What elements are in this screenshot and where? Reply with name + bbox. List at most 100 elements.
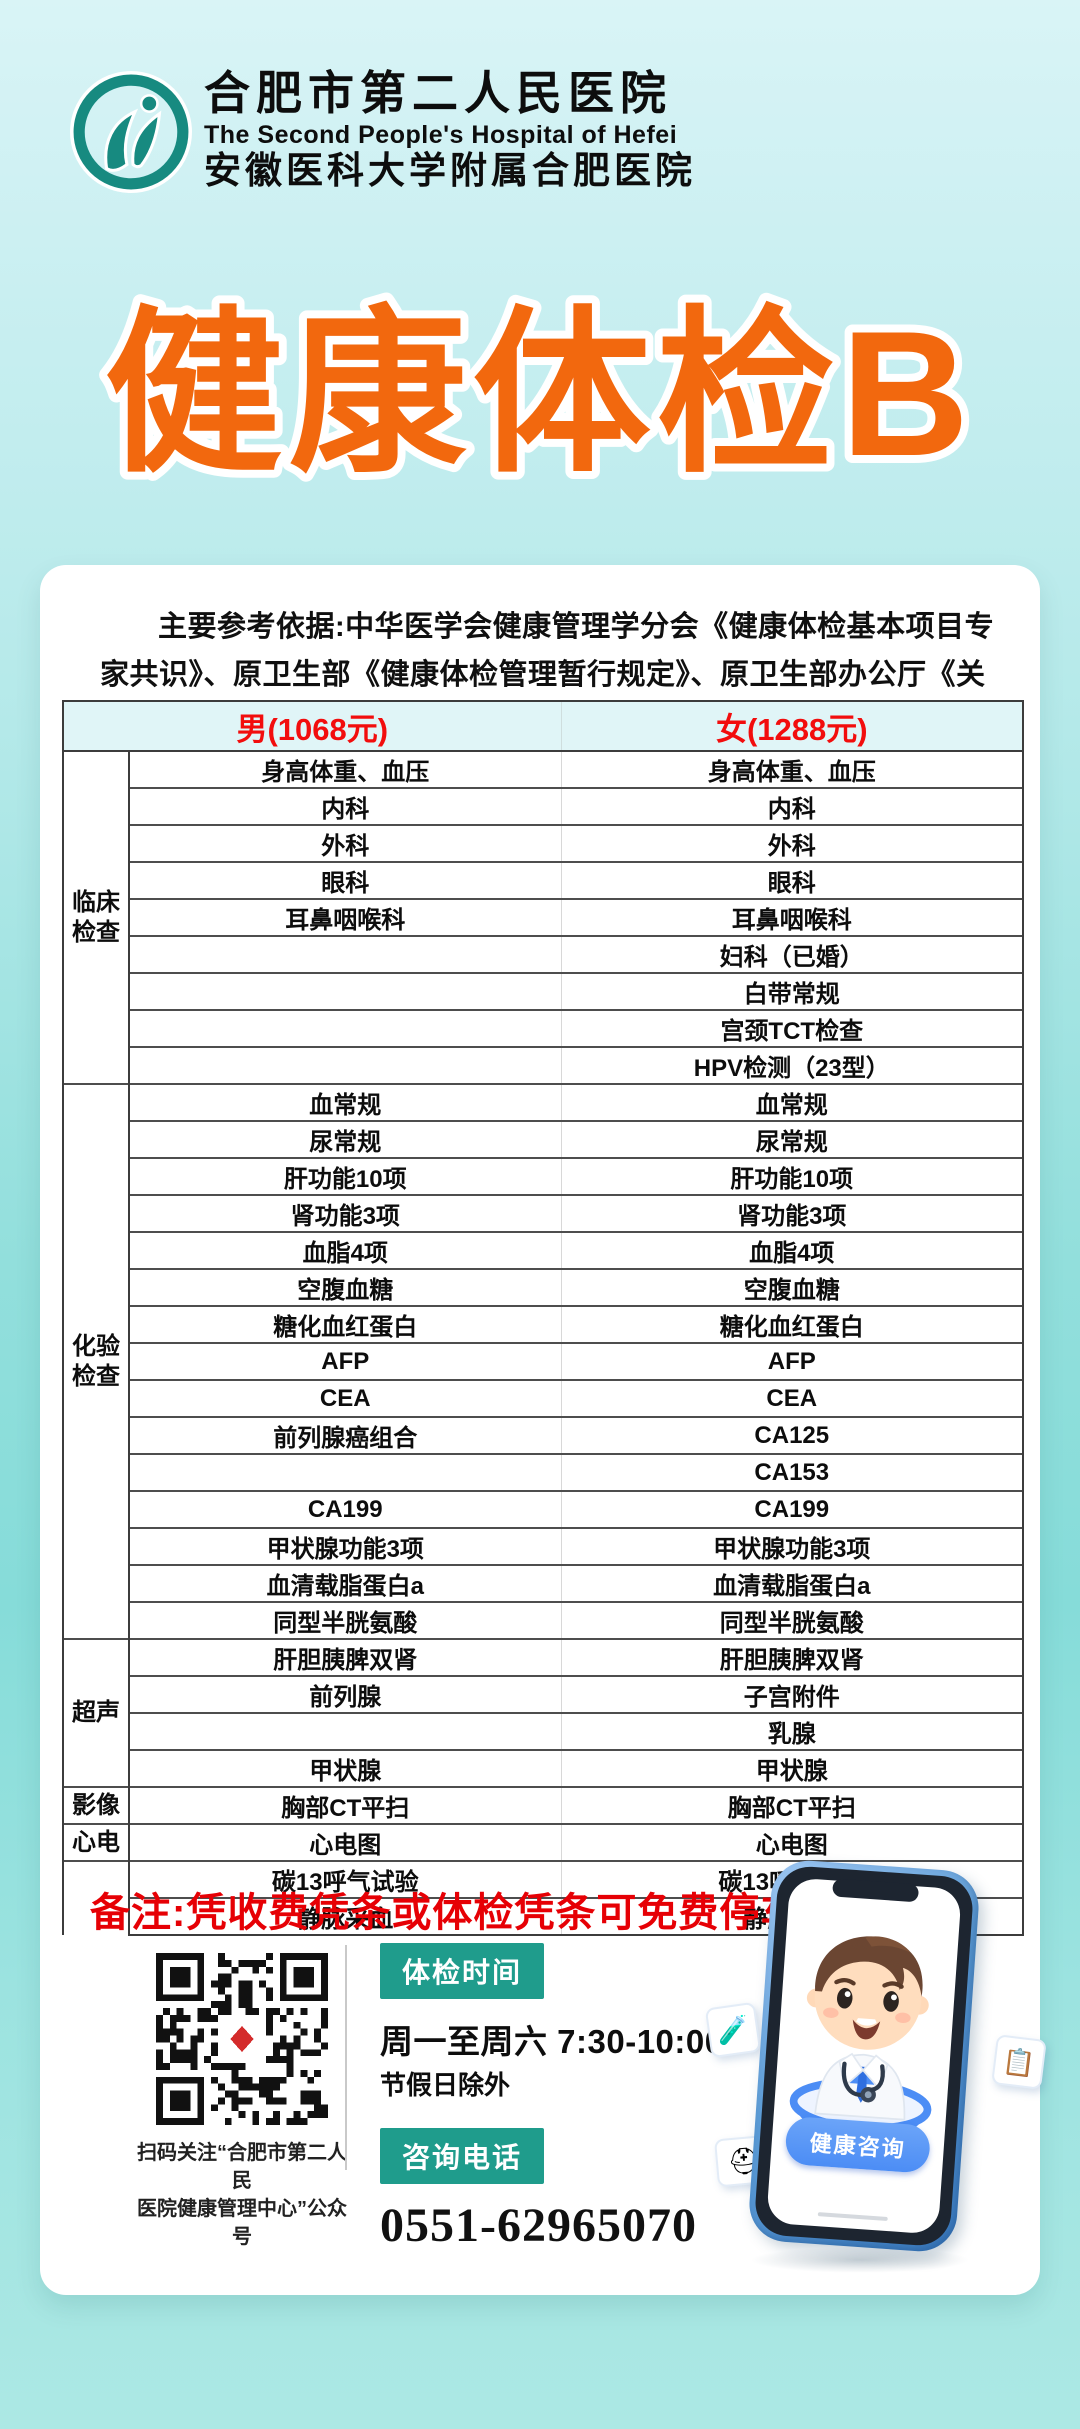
table-row: AFP AFP (63, 1342, 1025, 1380)
table-header-row: 男(1068元) 女(1288元) (61, 700, 1025, 752)
table-row: 眼科 眼科 (63, 861, 1025, 899)
category-cell: 化验检查 (62, 1083, 130, 1639)
phone-bezel: 健康咨询 (753, 1864, 975, 2248)
qr-block: 扫码关注“合肥市第二人民 医院健康管理中心”公众号 (132, 1953, 352, 2251)
table-row: 糖化血红蛋白 糖化血红蛋白 (63, 1305, 1025, 1343)
exam-cell-male: 内科 (127, 787, 562, 825)
exam-cell-female: CA153 (561, 1453, 1025, 1491)
table-row: CA153 (63, 1453, 1025, 1491)
exam-cell-male: 肝胆胰脾双肾 (127, 1638, 562, 1676)
exam-cell-female: 眼科 (561, 861, 1025, 899)
hospital-header: 合肥市第二人民医院 The Second People's Hospital o… (70, 70, 696, 194)
exam-cell-male (127, 972, 562, 1010)
exam-cell-male: 甲状腺 (127, 1749, 562, 1787)
exam-cell-female: CA125 (561, 1416, 1025, 1454)
hospital-logo-icon (70, 71, 192, 193)
exam-cell-female: 肝功能10项 (561, 1157, 1025, 1195)
home-indicator (817, 2212, 888, 2222)
exam-cell-male: 血常规 (127, 1083, 562, 1121)
exam-cell-male: 眼科 (127, 861, 562, 899)
exam-table: 男(1068元) 女(1288元) 临床检查 身高体重、血压 身高体重、血压 内科 内科… (61, 700, 1025, 1936)
table-row: 血脂4项 血脂4项 (63, 1231, 1025, 1269)
exam-cell-female: 肾功能3项 (561, 1194, 1025, 1232)
hospital-name-en: The Second People's Hospital of Hefei (204, 121, 678, 149)
exam-cell-male: 肝功能10项 (127, 1157, 562, 1195)
schedule-badge: 体检时间 (380, 1943, 545, 1999)
exam-cell-male: 同型半胱氨酸 (127, 1601, 562, 1639)
table-row: 同型半胱氨酸 同型半胱氨酸 (63, 1601, 1025, 1639)
exam-cell-female: 尿常规 (561, 1120, 1025, 1158)
table-row: 耳鼻咽喉科 耳鼻咽喉科 (63, 898, 1025, 936)
table-row: 超声 肝胆胰脾双肾 肝胆胰脾双肾 (62, 1638, 1025, 1787)
phone-shadow (750, 2247, 970, 2273)
exam-cell-male: AFP (127, 1342, 562, 1380)
exam-cell-female: 甲状腺 (561, 1749, 1025, 1787)
exam-cell-male (127, 1712, 562, 1750)
exam-cell-female: 耳鼻咽喉科 (561, 898, 1025, 936)
poster-title-text: 健康体检B (105, 294, 976, 493)
table-row: CEA CEA (63, 1379, 1025, 1417)
hospital-affiliation: 安徽医科大学附属合肥医院 (204, 151, 696, 192)
table-row: 白带常规 (63, 972, 1025, 1010)
exam-cell-female: 肝胆胰脾双肾 (561, 1638, 1025, 1676)
exam-cell-female: 空腹血糖 (561, 1268, 1025, 1306)
qr-caption: 扫码关注“合肥市第二人民 医院健康管理中心”公众号 (137, 2142, 347, 2248)
exam-cell-female: 妇科（已婚） (561, 935, 1025, 973)
exam-cell-female: AFP (561, 1342, 1025, 1380)
phone-illustration: 🧪 📋 ⛑ (690, 1855, 1050, 2285)
table-row: 尿常规 尿常规 (63, 1120, 1025, 1158)
exam-table-body: 临床检查 身高体重、血压 身高体重、血压 内科 内科 外科 外科 眼科 眼科 耳鼻咽喉科 耳鼻咽喉科… (62, 750, 1025, 1936)
poster-title: 健康体检B (97, 286, 978, 501)
exam-cell-male (127, 935, 562, 973)
exam-cell-male: 空腹血糖 (127, 1268, 562, 1306)
exam-cell-female: 血清载脂蛋白a (561, 1564, 1025, 1602)
content-card: 主要参考依据:中华医学会健康管理学分会《健康体检基本项目专家共识》、原卫生部《健… (40, 565, 1047, 2295)
exam-cell-male: 尿常规 (127, 1120, 562, 1158)
exam-cell-male: CA199 (127, 1490, 562, 1528)
schedule-exception: 节假日除外 (380, 2070, 511, 2100)
exam-cell-male: 血清载脂蛋白a (127, 1564, 562, 1602)
exam-cell-male: 耳鼻咽喉科 (127, 898, 562, 936)
table-row: 肝功能10项 肝功能10项 (63, 1157, 1025, 1195)
exam-cell-male: 血脂4项 (127, 1231, 562, 1269)
consult-phone-number: 0551-62965070 (380, 2199, 697, 2252)
table-row: 肾功能3项 肾功能3项 (63, 1194, 1025, 1232)
table-row: 前列腺癌组合 CA125 (63, 1416, 1025, 1454)
table-row: 宫颈TCT检查 (63, 1009, 1025, 1047)
table-row: 血清载脂蛋白a 血清载脂蛋白a (63, 1564, 1025, 1602)
table-row: 甲状腺功能3项 甲状腺功能3项 (63, 1527, 1025, 1565)
exam-cell-female: 内科 (561, 787, 1025, 825)
exam-cell-male: 前列腺癌组合 (127, 1416, 562, 1454)
table-row: 妇科（已婚） (63, 935, 1025, 973)
table-row: 心电 心电图 心电图 (62, 1823, 1025, 1861)
clipboard-icon: 📋 (991, 2034, 1047, 2090)
table-row: 化验检查 血常规 血常规 (62, 1083, 1025, 1639)
smartphone: 健康咨询 (746, 1858, 982, 2254)
health-consult-button[interactable]: 健康咨询 (784, 2115, 932, 2174)
exam-cell-female: 宫颈TCT检查 (561, 1009, 1025, 1047)
schedule-hours: 周一至周六 7:30-10:00 (380, 2023, 724, 2060)
exam-cell-female: HPV检测（23型） (561, 1046, 1025, 1084)
exam-cell-female: 子宫附件 (561, 1675, 1025, 1713)
exam-cell-male: 胸部CT平扫 (127, 1786, 562, 1824)
exam-cell-female: 血脂4项 (561, 1231, 1025, 1269)
contact-info: 体检时间 周一至周六 7:30-10:00 节假日除外 咨询电话 0551-62… (380, 1943, 724, 2253)
hospital-name-cn: 合肥市第二人民医院 (204, 68, 672, 119)
category-cell: 心电 (62, 1823, 130, 1861)
table-row: 乳腺 (63, 1712, 1025, 1750)
category-cell: 超声 (62, 1638, 130, 1787)
divider (345, 1945, 347, 2170)
table-row: 甲状腺 甲状腺 (63, 1749, 1025, 1787)
exam-cell-female: 同型半胱氨酸 (561, 1601, 1025, 1639)
exam-cell-female: 外科 (561, 824, 1025, 862)
table-row: 外科 外科 (63, 824, 1025, 862)
table-row: CA199 CA199 (63, 1490, 1025, 1528)
exam-cell-male: 心电图 (127, 1823, 562, 1861)
exam-cell-male: 肾功能3项 (127, 1194, 562, 1232)
table-row: 内科 内科 (63, 787, 1025, 825)
table-row: 前列腺 子宫附件 (63, 1675, 1025, 1713)
exam-cell-female: 胸部CT平扫 (561, 1786, 1025, 1824)
table-row: 影像 胸部CT平扫 胸部CT平扫 (62, 1786, 1025, 1824)
consult-badge: 咨询电话 (380, 2128, 545, 2184)
